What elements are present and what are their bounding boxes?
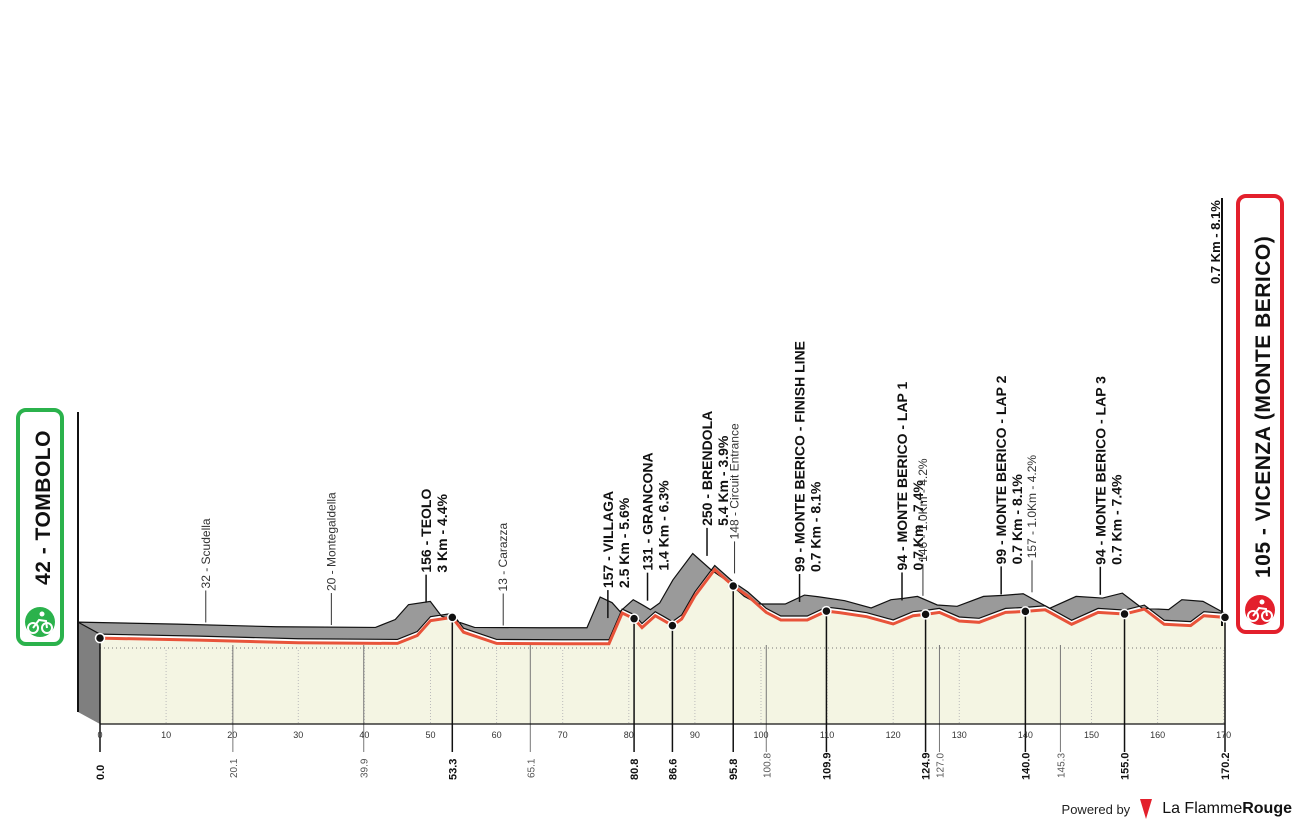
x-tick-label: 110 [820, 730, 834, 740]
waypoint-name: 13 - Carazza [496, 522, 510, 591]
climb-detail: 5.4 Km - 3.9% [715, 435, 731, 526]
km-marker-dot [727, 580, 739, 592]
climb-detail: 0.7 Km - 8.1% [1009, 474, 1025, 565]
climb-detail: 3 Km - 4.4% [434, 494, 450, 573]
x-tick-label: 130 [952, 730, 967, 740]
climb-name: 131 - GRANCONA [640, 452, 656, 570]
climb-detail: 2.5 Km - 5.6% [616, 497, 632, 588]
start-box: 42 - TOMBOLO [16, 408, 64, 646]
x-tick-label: 120 [886, 730, 901, 740]
climb-detail: 1.4 Km - 6.3% [656, 480, 672, 571]
km-marker-dot [1119, 608, 1130, 620]
km-marker-dot [821, 605, 832, 617]
climb-labels: 156 - TEOLO 3 Km - 4.4% 157 - VILLAGA 2.5 K… [418, 341, 1124, 619]
waypoint-name: 157 - 1.0Km - 4.2% [1025, 455, 1039, 559]
climb-name: 94 - MONTE BERICO - LAP 3 [1092, 376, 1108, 565]
climb-detail: 0.7 Km - 7.4% [1108, 474, 1124, 565]
cyclist-finish-icon [1245, 595, 1275, 625]
profile-top-face [77, 552, 1226, 641]
x-tick-label: 60 [492, 730, 502, 740]
climb-name: 156 - TEOLO [418, 489, 434, 573]
km-marker-label: 86.6 [667, 759, 679, 780]
x-tick-label: 50 [425, 730, 435, 740]
km-marker-label: 95.8 [728, 759, 740, 780]
x-tick-label: 70 [558, 730, 568, 740]
km-marker-dot [447, 612, 458, 623]
thin-marker-label: 127.0 [935, 753, 946, 778]
x-tick-label: 40 [359, 730, 369, 740]
km-marker-label: 170.2 [1220, 752, 1232, 780]
thin-marker-label: 20.1 [229, 758, 240, 778]
km-marker-label: 53.3 [447, 759, 459, 780]
x-tick-label: 170 [1216, 730, 1231, 740]
waypoint-name: 20 - Montegaldella [324, 492, 338, 591]
x-tick-label: 90 [690, 730, 700, 740]
thin-marker-label: 100.8 [762, 753, 773, 778]
finish-box: 105 - VICENZA (MONTE BERICO) [1236, 194, 1284, 634]
powered-by-text: Powered by [1061, 801, 1131, 817]
km-marker-dot [1219, 612, 1231, 623]
x-axis-ticks: 0 10 20 30 40 50 60 70 80 90 100 110 120 130 140 150 160… [97, 723, 1231, 740]
x-tick-label: 0 [97, 730, 102, 740]
km-marker-dot [94, 632, 106, 644]
x-tick-label: 30 [293, 730, 303, 740]
thin-marker-label: 39.9 [360, 758, 371, 778]
waypoint-labels: 32 - Scudella 20 - Montegaldella 13 - Cara… [199, 423, 1039, 626]
flame-logo-icon [1140, 799, 1153, 819]
waypoint-name: 148 - Circuit Entrance [728, 423, 742, 539]
km-marker-label: 155.0 [1120, 752, 1132, 780]
km-marker-dot [920, 609, 931, 620]
km-marker-label: 0.0 [95, 765, 107, 780]
km-marker-label: 124.9 [921, 752, 933, 780]
powered-by-footer: Powered by La FlammeRouge [1062, 799, 1292, 819]
km-marker-dot [667, 620, 678, 631]
ground-area [100, 569, 1225, 724]
km-marker-label: 80.8 [629, 759, 641, 780]
waypoint-name: 146 - 1.0Km - 4.2% [916, 458, 930, 562]
climb-name: 99 - MONTE BERICO - FINISH LINE [792, 341, 808, 572]
x-tick-label: 100 [753, 730, 768, 740]
x-tick-label: 150 [1084, 730, 1099, 740]
thin-marker-label: 65.1 [526, 758, 537, 778]
km-marker-label: 109.9 [821, 752, 833, 780]
climb-name: 94 - MONTE BERICO - LAP 1 [894, 381, 910, 570]
brand-name: La FlammeRouge [1162, 800, 1292, 817]
climb-detail: 0.7 Km - 7.4% [910, 480, 926, 571]
x-tick-label: 80 [624, 730, 634, 740]
climb-name: 250 - BRENDOLA [699, 411, 715, 526]
km-marker-label: 140.0 [1020, 752, 1032, 780]
km-markers: 0.0 53.3 80.8 86.6 95.8 109.9 124.9 140.0 155.0 1… [94, 580, 1232, 780]
route-line [99, 567, 1226, 646]
km-marker-dot [628, 613, 640, 624]
climb-detail: 0.7 Km - 8.1% [808, 481, 824, 572]
climb-name: 157 - VILLAGA [600, 491, 616, 588]
cyclist-start-icon [25, 607, 55, 637]
x-tick-label: 10 [161, 730, 171, 740]
x-tick-label: 140 [1018, 730, 1033, 740]
thin-marker-label: 145.3 [1056, 753, 1067, 778]
x-tick-label: 20 [227, 730, 237, 740]
start-name: 42 - TOMBOLO [32, 430, 55, 585]
finish-climb-label: 0.7 Km - 8.1% [1208, 200, 1223, 284]
finish-name: 105 - VICENZA (MONTE BERICO) [1252, 236, 1275, 578]
x-tick-label: 160 [1150, 730, 1165, 740]
climb-name: 99 - MONTE BERICO - LAP 2 [993, 375, 1009, 564]
waypoint-name: 32 - Scudella [199, 518, 213, 588]
profile-side-face [78, 622, 100, 724]
km-marker-dot [1020, 606, 1031, 617]
